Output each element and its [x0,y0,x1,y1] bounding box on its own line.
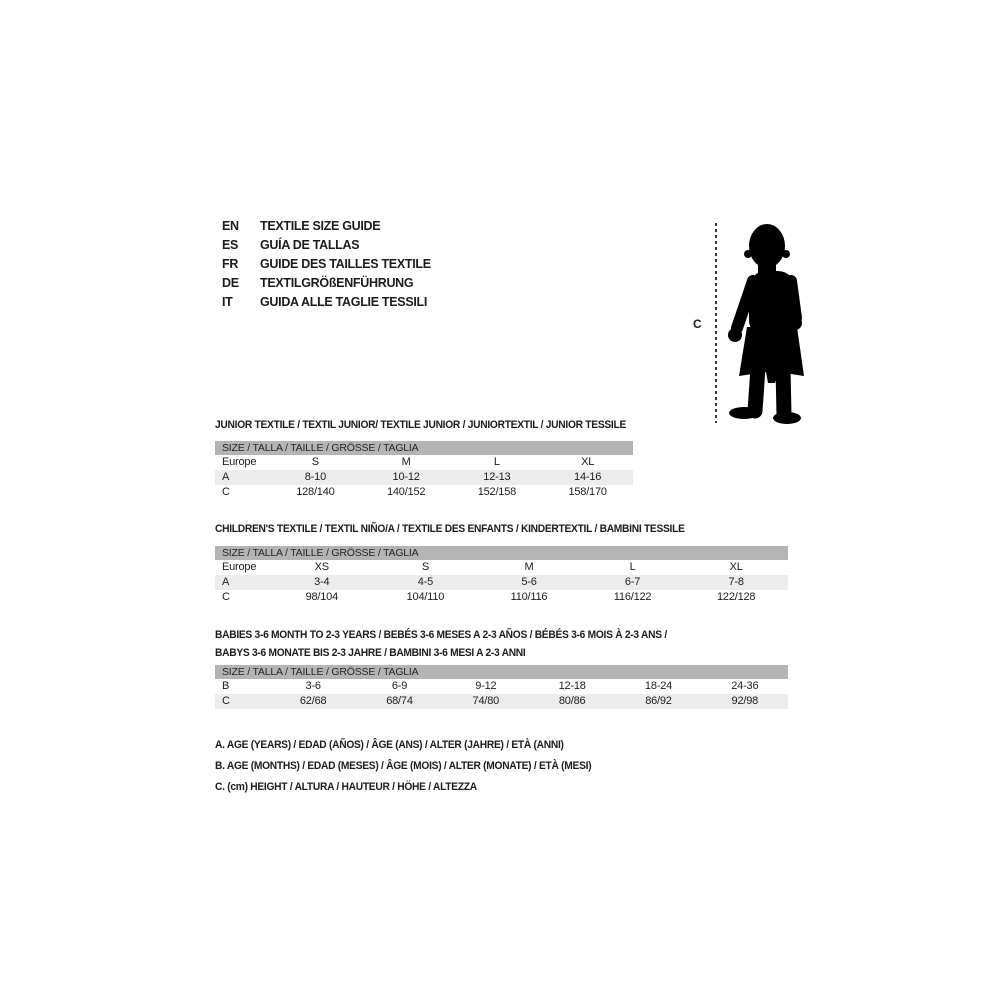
table-cell: 128/140 [296,486,335,498]
table-cell: 110/116 [510,591,548,603]
measure-legend: A. AGE (YEARS) / EDAD (AÑOS) / ÂGE (ANS)… [215,735,620,798]
table-title-line: JUNIOR TEXTILE / TEXTIL JUNIOR/ TEXTILE … [215,419,626,431]
table-cell: 116/122 [613,591,652,603]
table-cell: 86/92 [645,695,672,707]
table-row: Europe S M L XL [215,455,633,470]
language-row: DE TEXTILGRÖßENFÜHRUNG [222,274,431,293]
babies-textile-table: BABIES 3-6 MONTH TO 2-3 YEARS / BEBÉS 3-… [215,626,788,709]
language-row: FR GUIDE DES TAILLES TEXTILE [222,255,431,274]
language-title: GUÍA DE TALLAS [260,238,360,252]
language-code: DE [222,276,239,290]
table-cell: 12-13 [483,471,511,483]
height-figure: C [690,219,820,431]
table-cell: 74/80 [472,695,500,707]
row-label: C [222,591,230,603]
table-cell: 3-6 [305,680,322,692]
table-cell: S [311,456,319,468]
size-header-band: SIZE / TALLA / TAILLE / GRÖSSE / TAGLIA [215,546,788,560]
table-row: C 62/68 68/74 74/80 80/86 86/92 92/98 [215,694,788,709]
table-cell: XS [314,561,329,573]
table-cell: 104/110 [406,591,445,603]
table-cell: L [629,561,636,573]
language-code: FR [222,257,239,271]
legend-line-c: C. (cm) HEIGHT / ALTURA / HAUTEUR / HÖHE… [215,781,477,793]
language-row: ES GUÍA DE TALLAS [222,236,431,255]
table-cell: 68/74 [386,695,413,707]
table-cell: XL [729,561,743,573]
row-label: A [222,576,230,588]
table-cell: L [493,456,500,468]
height-measure-dashed-line [715,223,717,423]
table-cell: 6-7 [624,576,641,588]
table-cell: 14-16 [574,471,602,483]
table-cell: 8-10 [304,471,326,483]
table-cell: 98/104 [305,591,339,603]
size-header-band: SIZE / TALLA / TAILLE / GRÖSSE / TAGLIA [215,665,788,679]
table-cell: 5-6 [521,576,537,588]
language-code: EN [222,219,239,233]
legend-line-b: B. AGE (MONTHS) / EDAD (MESES) / ÂGE (MO… [215,760,592,772]
table-cell: 80/86 [558,695,586,707]
table-cell: 92/98 [731,695,759,707]
table-cell: 12-18 [558,680,586,692]
row-label: C [222,486,230,498]
table-cell: 7-8 [728,576,745,588]
table-cell: 140/152 [386,486,426,498]
language-title: GUIDE DES TAILLES TEXTILE [260,257,431,271]
height-measure-label: C [693,317,702,331]
table-title-line: BABIES 3-6 MONTH TO 2-3 YEARS / BEBÉS 3-… [215,629,667,641]
table-cell: 152/158 [477,486,517,498]
table-cell: 62/68 [299,695,327,707]
row-label: Europe [222,456,257,468]
language-title: GUIDA ALLE TAGLIE TESSILI [260,295,428,309]
table-cell: 158/170 [568,486,607,498]
junior-textile-table: JUNIOR TEXTILE / TEXTIL JUNIOR/ TEXTILE … [215,416,633,500]
language-row: EN TEXTILE SIZE GUIDE [222,217,431,236]
row-label: Europe [222,561,257,573]
row-label: A [222,471,230,483]
language-code: ES [222,238,239,252]
toddler-silhouette-icon [728,224,804,424]
table-cell: M [401,456,411,468]
legend-line-a: A. AGE (YEARS) / EDAD (AÑOS) / ÂGE (ANS)… [215,739,564,751]
table-cell: 3-4 [314,576,330,588]
table-cell: 24-36 [731,680,759,692]
table-row: A 8-10 10-12 12-13 14-16 [215,470,633,485]
language-title: TEXTILGRÖßENFÜHRUNG [260,276,414,290]
table-cell: 6-9 [391,680,408,692]
table-cell: M [524,561,534,573]
table-cell: 18-24 [644,680,673,692]
table-row: C 128/140 140/152 152/158 158/170 [215,485,633,500]
childrens-textile-table: CHILDREN'S TEXTILE / TEXTIL NIÑO/A / TEX… [215,520,788,605]
table-cell: S [421,561,429,573]
table-title-line: CHILDREN'S TEXTILE / TEXTIL NIÑO/A / TEX… [215,523,685,535]
table-cell: 10-12 [392,471,420,483]
table-title: CHILDREN'S TEXTILE / TEXTIL NIÑO/A / TEX… [215,520,788,538]
size-header-band: SIZE / TALLA / TAILLE / GRÖSSE / TAGLIA [215,441,633,455]
row-label: C [222,695,230,707]
table-row: C 98/104 104/110 110/116 116/122 122/128 [215,590,788,605]
table-row: Europe XS S M L XL [215,560,788,575]
language-code: IT [222,295,233,309]
table-title: JUNIOR TEXTILE / TEXTIL JUNIOR/ TEXTILE … [215,416,633,434]
row-label: B [222,680,230,692]
table-cell: 122/128 [716,591,756,603]
table-row: A 3-4 4-5 5-6 6-7 7-8 [215,575,788,590]
language-row: IT GUIDA ALLE TAGLIE TESSILI [222,293,431,312]
table-row: B 3-6 6-9 9-12 12-18 18-24 24-36 [215,679,788,694]
table-cell: 9-12 [475,680,497,692]
language-title-list: EN TEXTILE SIZE GUIDE ES GUÍA DE TALLAS … [222,217,431,312]
table-cell: 4-5 [417,576,434,588]
table-cell: XL [581,456,595,468]
table-title-line: BABYS 3-6 MONATE BIS 2-3 JAHRE / BAMBINI… [215,647,526,659]
table-title: BABIES 3-6 MONTH TO 2-3 YEARS / BEBÉS 3-… [215,626,788,662]
language-title: TEXTILE SIZE GUIDE [260,219,381,233]
